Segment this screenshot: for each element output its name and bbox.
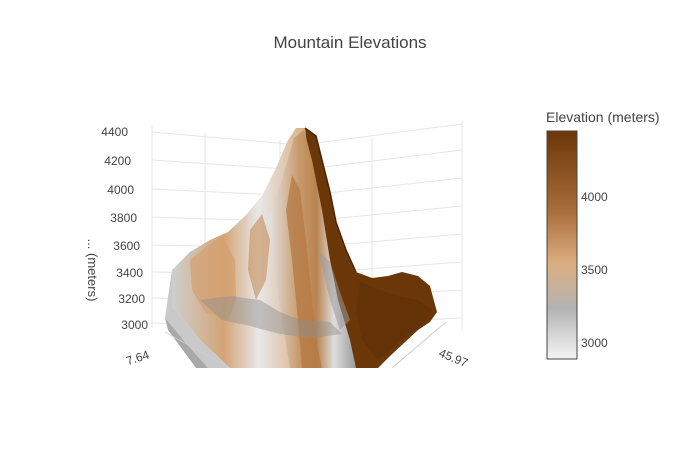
- x-tick-label: 7.64: [124, 347, 151, 368]
- floor-axes: [164, 321, 447, 369]
- colorbar-tick: 3000: [581, 336, 608, 350]
- colorbar-gradient: [546, 130, 578, 360]
- mountain-surface: [165, 127, 437, 368]
- z-tick-label: 4400: [101, 125, 128, 139]
- z-tick-label: 4000: [107, 183, 134, 197]
- z-tick-label: 3800: [110, 211, 137, 225]
- colorbar-title: Elevation (meters): [546, 109, 660, 125]
- colorbar-tick: 4000: [581, 190, 608, 204]
- z-tick-label: 3600: [113, 239, 140, 253]
- z-tick-label: 4200: [104, 154, 131, 168]
- colorbar: [546, 130, 578, 360]
- y-tick-label: 45.97: [437, 346, 470, 370]
- z-axis-ticks: 4400 4200 4000 3800 3600 3400 3200 3000: [101, 125, 148, 332]
- colorbar-tick: 3500: [581, 263, 608, 277]
- chart-title: Mountain Elevations: [273, 33, 427, 52]
- z-tick-label: 3000: [121, 318, 148, 332]
- z-tick-label: 3400: [116, 266, 143, 280]
- z-tick-label: 3200: [118, 292, 145, 306]
- z-axis-title: ... (meters): [85, 239, 100, 302]
